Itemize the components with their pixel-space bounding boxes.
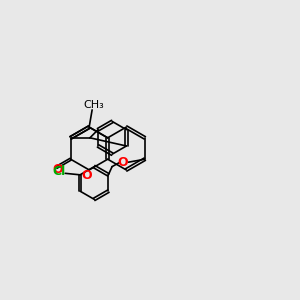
Text: Cl: Cl <box>52 165 65 178</box>
Text: O: O <box>52 163 63 176</box>
Text: O: O <box>82 169 92 182</box>
Text: O: O <box>117 156 128 169</box>
Text: CH₃: CH₃ <box>83 100 104 110</box>
